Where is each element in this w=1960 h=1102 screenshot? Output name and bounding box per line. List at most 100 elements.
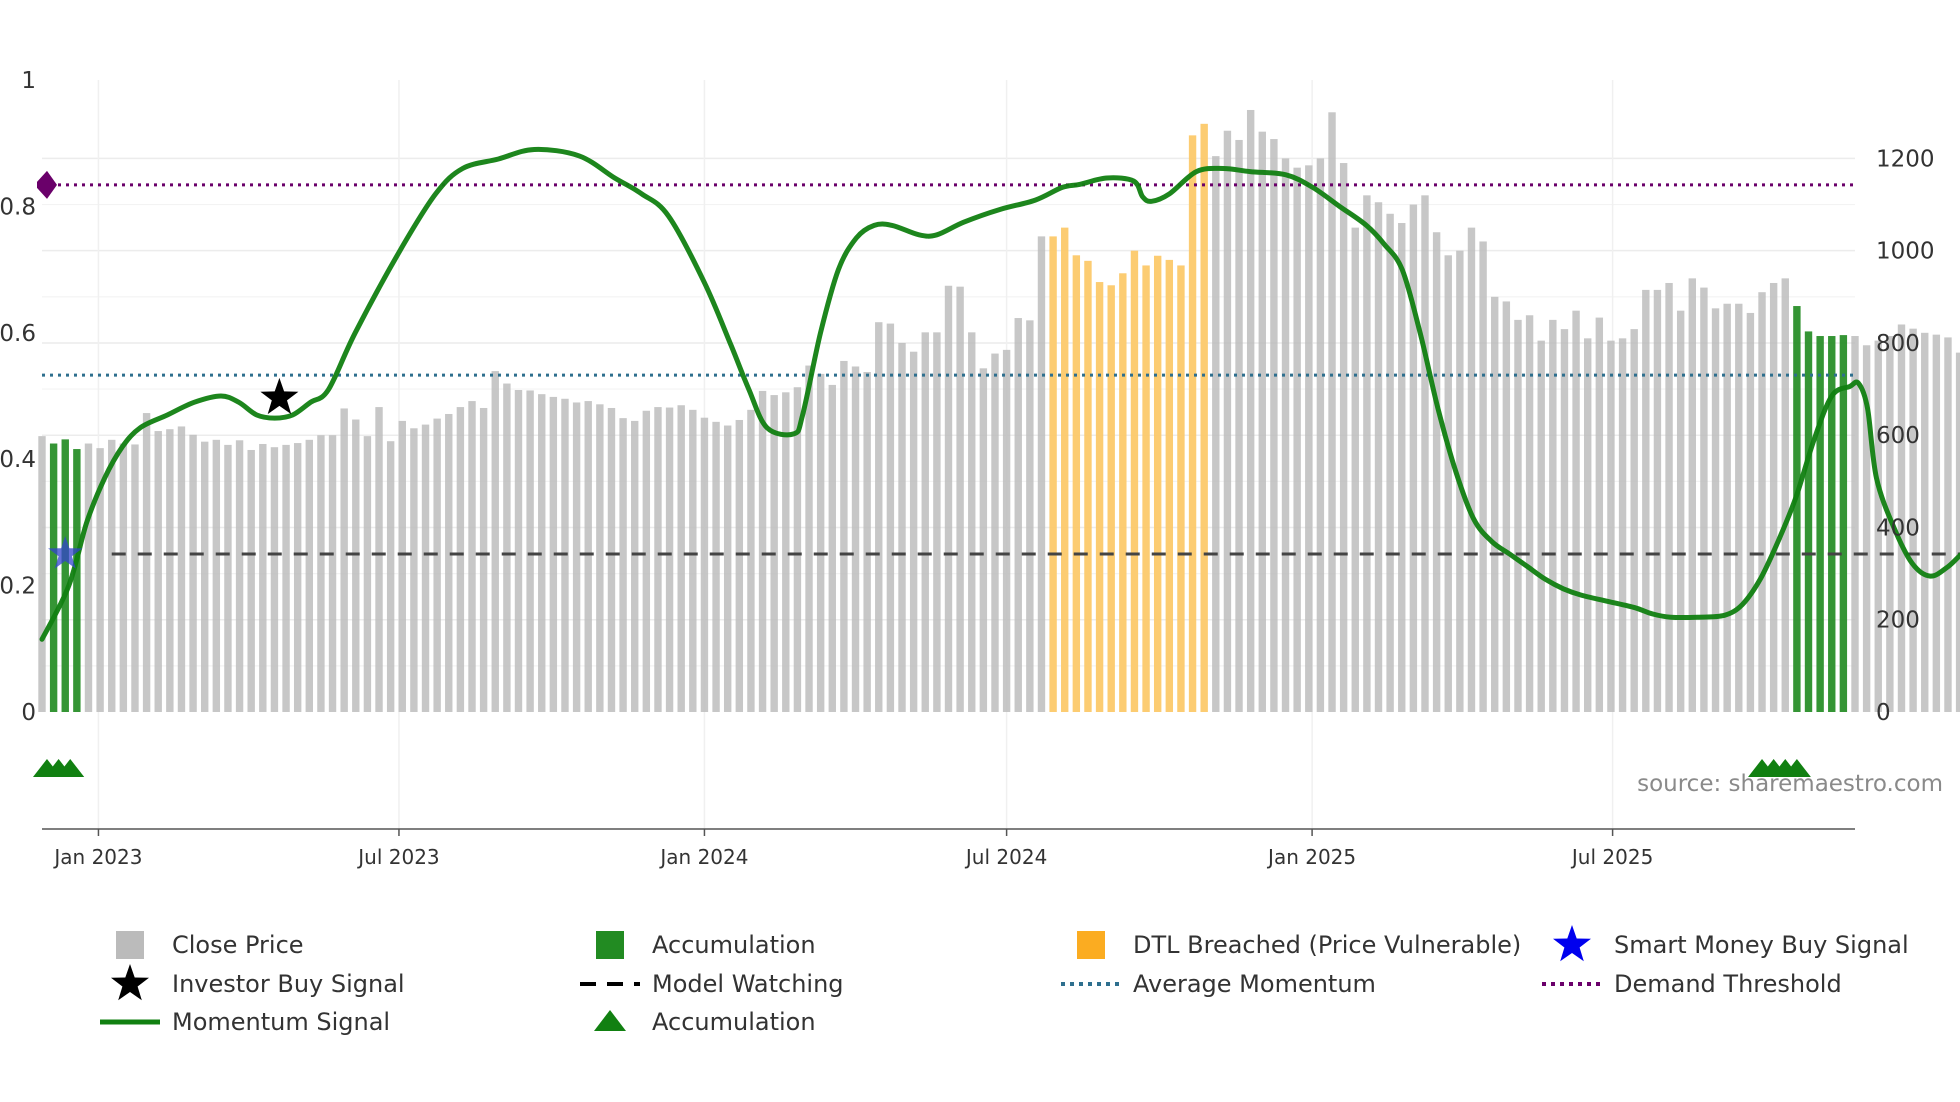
legend-star-icon-3	[1553, 925, 1591, 962]
close-price-bar-130	[1549, 319, 1557, 712]
close-price-bar-43	[538, 394, 546, 712]
close-price-bar-129	[1537, 340, 1545, 712]
accumulation-marker-6	[1782, 759, 1811, 777]
close-price-bar-39	[491, 371, 499, 712]
dtl-breached-bar-96	[1153, 255, 1162, 712]
close-price-bar-57	[700, 417, 709, 712]
close-price-bar-40	[503, 383, 511, 712]
close-price-bar-21	[282, 444, 290, 712]
close-price-bar-46	[572, 402, 581, 712]
legend-label-5: Model Watching	[652, 970, 844, 998]
legend-label-9: Accumulation	[652, 1008, 816, 1036]
legend-star-icon-4	[111, 964, 149, 1001]
close-price-bar-28	[363, 436, 372, 712]
close-price-bar-144	[1711, 308, 1720, 712]
close-price-bar-15	[212, 439, 221, 712]
close-price-bar-126	[1502, 301, 1511, 712]
close-price-bar-146	[1735, 303, 1743, 712]
close-price-bar-74	[898, 342, 906, 712]
close-price-bar-149	[1769, 282, 1778, 712]
close-price-bar-64	[782, 392, 790, 712]
close-price-bar-85	[1026, 320, 1034, 712]
legend-item-9: Accumulation	[594, 1008, 816, 1036]
close-price-bar-5	[96, 448, 104, 712]
accumulation-bar-151	[1793, 306, 1801, 712]
legend-label-1: Accumulation	[652, 931, 816, 959]
close-price-bar-141	[1676, 310, 1685, 712]
investor-buy-signal-marker	[260, 377, 299, 415]
legend-label-4: Investor Buy Signal	[172, 970, 405, 998]
close-price-bar-103	[1235, 139, 1243, 712]
accumulation-bar-3	[73, 449, 81, 712]
dtl-breached-bar-98	[1177, 265, 1185, 712]
close-price-bar-11	[166, 429, 174, 712]
close-price-bar-134	[1595, 317, 1604, 712]
close-price-bar-38	[479, 407, 488, 712]
accumulation-bar-152	[1804, 331, 1813, 712]
close-price-bar-117	[1398, 223, 1406, 712]
close-price-bar-56	[689, 409, 697, 712]
close-price-bar-104	[1246, 109, 1255, 712]
close-price-bar-50	[619, 418, 627, 712]
legend-item-8: Momentum Signal	[100, 1008, 390, 1036]
close-price-bar-41	[514, 390, 523, 712]
close-price-bar-17	[235, 440, 244, 712]
dtl-breached-bar-97	[1165, 259, 1174, 712]
close-price-bar-109	[1305, 165, 1313, 712]
close-price-bar-26	[340, 408, 348, 712]
legend-item-3: Smart Money Buy Signal	[1553, 925, 1909, 962]
dtl-breached-bar-87	[1049, 236, 1057, 712]
close-price-bar-143	[1700, 287, 1708, 712]
close-price-bar-142	[1688, 278, 1696, 712]
legend-item-6: Average Momentum	[1061, 970, 1376, 998]
close-price-bar-139	[1653, 289, 1662, 712]
close-price-bar-106	[1270, 139, 1278, 713]
legend-label-6: Average Momentum	[1133, 970, 1376, 998]
close-price-bar-35	[445, 413, 453, 712]
right-axis-tick-label-4: 800	[1876, 331, 1920, 357]
left-axis-tick-label-3: 0.6	[0, 321, 36, 347]
close-price-bar-128	[1525, 315, 1534, 712]
close-price-bar-71	[863, 372, 871, 712]
close-price-bar-162	[1921, 332, 1929, 712]
legend-item-1: Accumulation	[596, 931, 816, 959]
close-price-bar-29	[375, 407, 383, 712]
close-price-bar-101	[1212, 156, 1220, 712]
accumulation-bar-153	[1816, 336, 1824, 712]
right-axis-tick-label-1: 200	[1876, 608, 1920, 634]
legend-item-7: Demand Threshold	[1542, 970, 1842, 998]
close-price-bar-7	[119, 443, 128, 712]
close-price-bar-132	[1572, 310, 1580, 712]
close-price-bar-62	[758, 390, 767, 712]
close-price-bar-124	[1479, 241, 1487, 713]
close-price-bar-25	[328, 435, 337, 712]
dtl-breached-bar-90	[1084, 260, 1092, 712]
close-price-bar-163	[1932, 334, 1941, 712]
close-price-bar-9	[142, 413, 151, 712]
close-price-bar-108	[1293, 167, 1301, 712]
right-axis-tick-label-5: 1000	[1876, 239, 1935, 265]
close-price-bar-37	[468, 401, 476, 712]
close-price-bar-54	[665, 407, 674, 712]
accumulation-bar-2	[61, 439, 69, 712]
close-price-bar-133	[1583, 338, 1592, 712]
dtl-breached-bar-91	[1095, 282, 1104, 712]
close-price-bar-8	[131, 444, 139, 712]
legend-label-7: Demand Threshold	[1614, 970, 1842, 998]
axes: 0 0.2 0.4 0.6 0.8 1 0 200 400 600 800 1000 1200 Jan 2…	[0, 68, 1935, 869]
left-axis-tick-label-0: 0	[21, 700, 36, 726]
legend-item-4: Investor Buy Signal	[111, 964, 405, 1001]
x-axis-tick-label-1: Jul 2023	[356, 845, 439, 869]
close-price-bar-70	[851, 366, 860, 712]
accumulation-bar-1	[49, 443, 58, 712]
close-price-bar-55	[677, 405, 685, 712]
close-price-bar-78	[944, 285, 953, 712]
close-price-bar-53	[654, 407, 662, 712]
close-price-bar-10	[154, 431, 162, 712]
legend-label-3: Smart Money Buy Signal	[1614, 931, 1909, 959]
close-price-bar-147	[1746, 312, 1755, 712]
right-axis-tick-label-3: 600	[1876, 423, 1920, 449]
close-price-bar-51	[631, 420, 639, 712]
close-price-bar-121	[1444, 255, 1452, 713]
